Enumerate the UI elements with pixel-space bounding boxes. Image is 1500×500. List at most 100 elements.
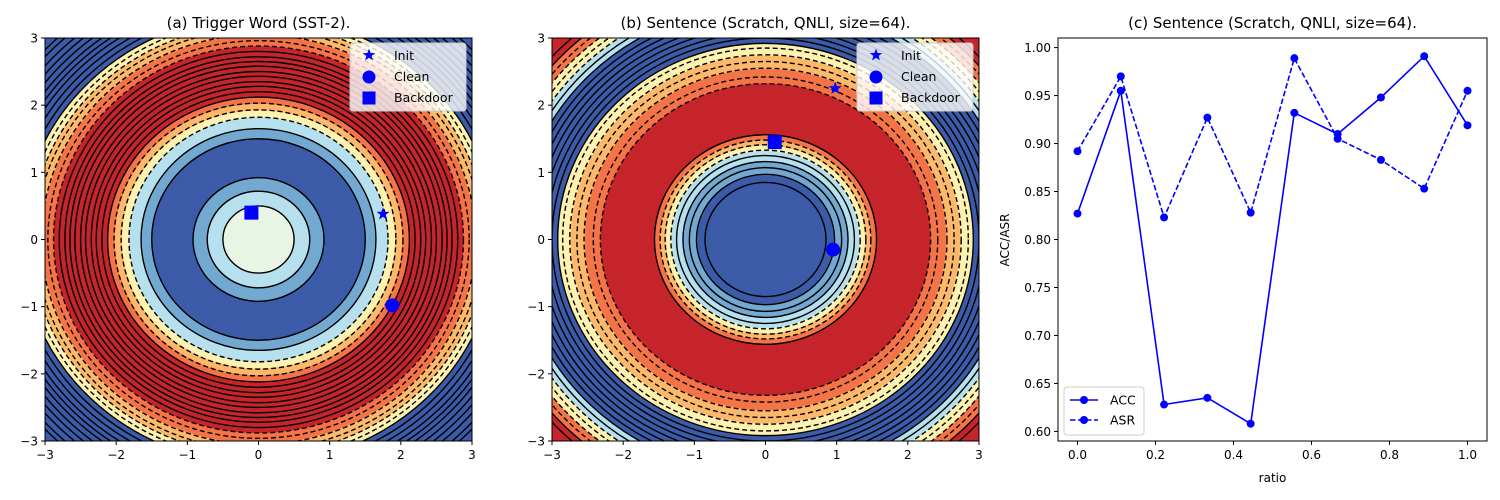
panel-a-xtick-label: 2 xyxy=(397,448,405,462)
panel-a-ytick-label: −2 xyxy=(20,367,38,381)
panel-c-ytick-label: 0.70 xyxy=(1024,329,1051,343)
panel-a-init-marker xyxy=(376,207,390,220)
panel-b-clean-marker xyxy=(826,242,841,257)
panel-a-legend-box xyxy=(349,42,467,112)
panel-b-ytick-label: 0 xyxy=(537,233,545,247)
panel-c-asr-point xyxy=(1203,113,1212,122)
panel-c-xtick-label: 0.0 xyxy=(1068,448,1087,462)
panel-a-contour-line xyxy=(106,96,411,383)
panel-b-xtick-label: 2 xyxy=(904,448,912,462)
panel-c-asr-point xyxy=(1160,213,1169,222)
panel-a-legend-backdoor: Backdoor xyxy=(394,90,454,105)
panel-b-contour-line xyxy=(569,54,962,425)
panel-b-contour-line xyxy=(704,181,827,298)
panel-c-acc-point xyxy=(1376,93,1385,102)
panel-b-init-marker xyxy=(828,81,842,94)
panel-a-ytick-label: −1 xyxy=(20,300,38,314)
panel-a-contour-line xyxy=(90,80,427,399)
legend-square-icon xyxy=(362,91,376,105)
panel-a-contour-line xyxy=(52,45,465,434)
panel-c-ytick-label: 0.95 xyxy=(1024,89,1051,103)
panel-a-contour-line xyxy=(74,65,443,414)
panel-c-asr-point xyxy=(1073,147,1082,156)
panel-b-xtick-label: 3 xyxy=(975,448,983,462)
panel-c-asr-point xyxy=(1116,72,1125,81)
panel-b-ytick-label: −3 xyxy=(527,435,545,449)
panel-a-ytick-label: 1 xyxy=(30,166,38,180)
panel-c-acc-point xyxy=(1463,121,1472,130)
legend-circle-icon xyxy=(869,70,883,84)
panel-b-legend-clean: Clean xyxy=(901,69,936,84)
panel-c-ticks: 0.0 0.2 0.4 0.6 0.8 1.0 0.60 0.65 0.70 0.75 0.80 0.… xyxy=(1024,41,1477,462)
panel-b-contour-line xyxy=(695,173,836,306)
panel-a-xtick-label: 0 xyxy=(255,448,263,462)
panel-a-xtick-label: −1 xyxy=(178,448,196,462)
panel-b-legend-backdoor: Backdoor xyxy=(901,90,961,105)
panel-b-contour-line xyxy=(583,67,948,412)
panel-a-title: (a) Trigger Word (SST-2). xyxy=(167,14,351,32)
panel-b-legend: Init Clean Backdoor xyxy=(856,42,974,112)
panel-a-contour-line xyxy=(128,116,389,363)
panel-c-xtick-label: 1.0 xyxy=(1458,448,1477,462)
panel-a: (a) Trigger Word (SST-2). −3−3 −2 −2 −1 −1 0 0… xyxy=(20,14,476,463)
panel-b-ytick-label: 3 xyxy=(537,32,545,46)
panel-a-ytick-label: 0 xyxy=(30,233,38,247)
panel-c-ytick-label: 0.65 xyxy=(1024,377,1051,391)
legend-asr-marker xyxy=(1080,416,1088,424)
panel-a-ytick-label: 2 xyxy=(30,99,38,113)
panel-c-legend-acc: ACC xyxy=(1110,393,1136,408)
panel-b-contour-lines xyxy=(552,38,979,441)
panel-c-acc-point xyxy=(1290,108,1299,117)
panel-b-legend-box xyxy=(856,42,974,112)
panel-c-asr-point xyxy=(1333,134,1342,143)
panel-b-contour-line xyxy=(682,160,849,319)
panel-a-ytick-label: 3 xyxy=(30,32,38,46)
panel-a-backdoor-marker xyxy=(244,205,259,220)
panel-c-acc-point xyxy=(1160,400,1169,409)
panel-c-xtick-label: 0.4 xyxy=(1224,448,1243,462)
panel-a-clean-marker xyxy=(385,298,400,313)
panel-c-acc-point xyxy=(1203,393,1212,402)
panel-c-ytick-label: 0.85 xyxy=(1024,185,1051,199)
panel-a-contour-line xyxy=(47,39,470,440)
panel-a-contour-line xyxy=(64,56,453,423)
panel-a-contour-line xyxy=(58,50,459,429)
panel-b-contour-line xyxy=(592,76,939,403)
panel-a-contour-fills xyxy=(45,38,472,441)
panel-b-contour-band xyxy=(764,238,767,241)
panel-c: (c) Sentence (Scratch, QNLI, size=64). 0… xyxy=(998,14,1488,485)
panel-b-legend-init: Init xyxy=(901,48,921,63)
panel-a-ticks: −3−3 −2 −2 −1 −1 0 0 1 1 2 2 3 3 xyxy=(20,32,476,463)
panel-c-ytick-label: 0.80 xyxy=(1024,233,1051,247)
panel-b: (b) Sentence (Scratch, QNLI, size=64). −… xyxy=(527,14,983,462)
panel-a-contour-line xyxy=(101,91,416,388)
panel-c-asr-point xyxy=(1463,86,1472,95)
panel-b-contour-line xyxy=(670,149,861,330)
panel-b-contour-line xyxy=(659,139,872,340)
panel-a-legend-init: Init xyxy=(394,48,414,63)
panel-a-markers xyxy=(244,205,400,313)
panel-c-acc-point xyxy=(1246,419,1255,428)
legend-acc-marker xyxy=(1080,396,1088,404)
panel-c-xlabel: ratio xyxy=(1259,471,1287,485)
panel-c-xtick-label: 0.6 xyxy=(1302,448,1321,462)
legend-star-icon xyxy=(869,48,883,61)
panel-a-contour-line xyxy=(151,138,366,341)
panel-c-asr-line xyxy=(1076,56,1469,220)
panel-b-markers xyxy=(767,81,842,257)
panel-c-acc-point xyxy=(1073,209,1082,218)
panel-a-xtick-label: 3 xyxy=(468,448,476,462)
panel-b-xtick-label: −3 xyxy=(543,448,561,462)
panel-b-backdoor-marker xyxy=(767,135,782,150)
panel-b-xtick-label: 1 xyxy=(833,448,841,462)
panel-c-xtick-label: 0.8 xyxy=(1380,448,1399,462)
panel-b-contour-line xyxy=(675,154,856,325)
panel-b-contour-line xyxy=(561,47,970,432)
panel-a-legend: Init Clean Backdoor xyxy=(349,42,467,112)
panel-c-ytick-label: 0.60 xyxy=(1024,425,1051,439)
panel-a-contour-line xyxy=(120,109,397,370)
panel-c-asr-point xyxy=(1376,155,1385,164)
panel-a-contour-line xyxy=(79,70,438,409)
panel-b-ytick-label: 2 xyxy=(537,99,545,113)
panel-b-contour-line xyxy=(556,42,975,437)
